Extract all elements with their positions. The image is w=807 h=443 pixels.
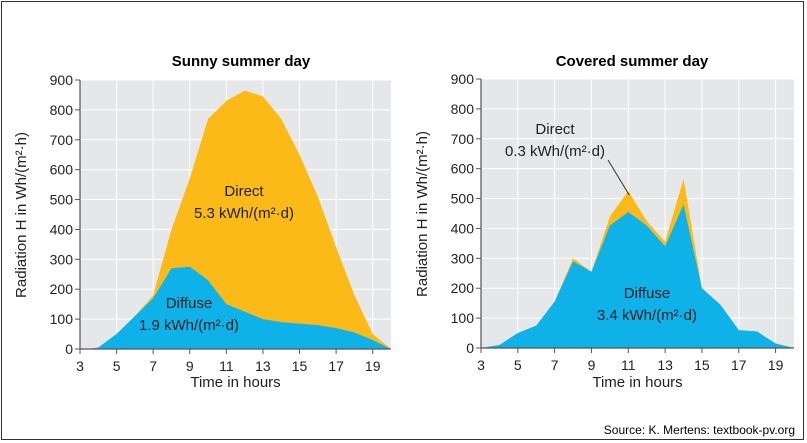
y-tick-label: 900 xyxy=(451,71,475,87)
x-tick-label: 17 xyxy=(731,357,747,373)
annotation-label-diffuse: Diffuse xyxy=(166,295,212,312)
y-axis-label: Radiation H in Wh/(m²·h) xyxy=(414,131,431,297)
annotation-label-direct: Direct xyxy=(535,121,575,138)
y-tick-label: 600 xyxy=(451,161,475,177)
annotation-value-diffuse: 3.4 kWh/(m²·d) xyxy=(597,307,697,324)
x-tick-label: 3 xyxy=(477,357,485,373)
x-tick-label: 11 xyxy=(621,357,636,373)
annotation-value-direct: 0.3 kWh/(m²·d) xyxy=(505,143,605,160)
chart-title: Covered summer day xyxy=(556,53,709,70)
x-tick-label: 15 xyxy=(694,357,710,373)
y-tick-label: 500 xyxy=(451,191,475,207)
x-tick-label: 11 xyxy=(219,358,234,374)
y-tick-label: 500 xyxy=(50,192,74,208)
y-tick-label: 800 xyxy=(451,101,475,117)
y-tick-label: 200 xyxy=(451,280,475,296)
x-tick-label: 5 xyxy=(113,358,121,374)
x-tick-label: 19 xyxy=(365,358,381,374)
y-tick-label: 400 xyxy=(50,221,74,237)
x-axis-label: Time in hours xyxy=(190,374,280,391)
x-tick-label: 17 xyxy=(328,358,344,374)
y-tick-label: 300 xyxy=(451,250,475,266)
x-tick-label: 13 xyxy=(657,357,673,373)
x-tick-label: 7 xyxy=(149,358,157,374)
chart-panel-2: 0 100 200 300 400 500 600 700 800 900 3 5 7 9 11 13 15 17… xyxy=(414,53,794,391)
y-tick-label: 800 xyxy=(50,102,74,118)
annotation-value-direct: 5.3 kWh/(m²·d) xyxy=(194,205,294,222)
source-caption: Source: K. Mertens: textbook-pv.org xyxy=(603,423,795,437)
x-axis-label: Time in hours xyxy=(592,374,682,391)
x-tick-label: 3 xyxy=(76,358,84,374)
annotation-label-direct: Direct xyxy=(224,183,264,200)
y-tick-label: 700 xyxy=(50,132,74,148)
y-tick-label: 200 xyxy=(50,281,74,297)
y-tick-label: 100 xyxy=(451,310,475,326)
x-tick-label: 9 xyxy=(186,358,194,374)
x-tick-label: 7 xyxy=(551,357,559,373)
diffuse-area xyxy=(481,204,794,348)
y-tick-label: 0 xyxy=(466,340,474,356)
y-axis-label: Radiation H in Wh/(m²·h) xyxy=(13,132,30,298)
y-tick-label: 300 xyxy=(50,251,74,267)
x-tick-label: 9 xyxy=(588,357,596,373)
chart-panel-1: 0 100 200 300 400 500 600 700 800 900 3 5 7 9 11 13 15 17… xyxy=(13,53,391,391)
y-tick-label: 0 xyxy=(65,341,73,357)
annotation-value-diffuse: 1.9 kWh/(m²·d) xyxy=(139,317,239,334)
x-tick-label: 19 xyxy=(768,357,784,373)
y-tick-label: 400 xyxy=(451,220,475,236)
diffuse-area xyxy=(89,266,391,349)
annotation-label-diffuse: Diffuse xyxy=(624,285,670,302)
y-tick-label: 700 xyxy=(451,131,475,147)
x-tick-label: 13 xyxy=(255,358,271,374)
x-tick-label: 5 xyxy=(514,357,522,373)
y-tick-label: 100 xyxy=(50,311,74,327)
y-tick-label: 600 xyxy=(50,162,74,178)
annotation-leader-line xyxy=(607,159,630,196)
y-tick-label: 900 xyxy=(50,72,74,88)
chart-title: Sunny summer day xyxy=(172,53,311,70)
x-tick-label: 15 xyxy=(292,358,308,374)
